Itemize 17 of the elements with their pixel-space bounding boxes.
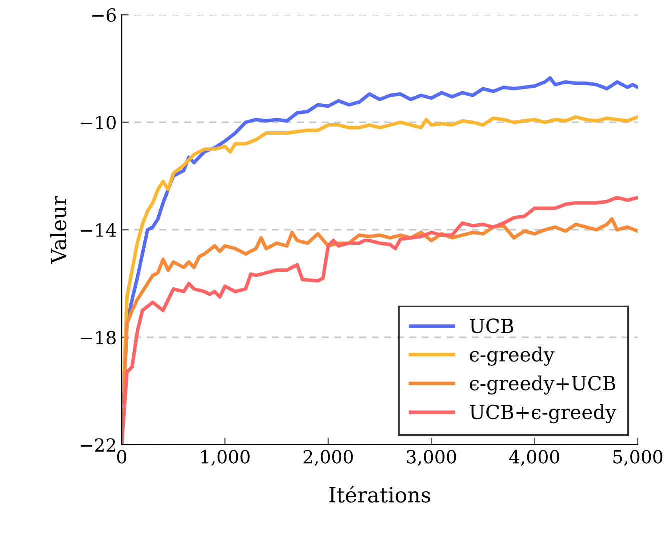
- legend-label: ϵ-greedy+UCB: [470, 376, 616, 395]
- x-tick-label: 1,000: [202, 450, 250, 466]
- y-tick-label: −18: [80, 330, 116, 345]
- y-tick-label: −22: [80, 438, 116, 452]
- y-tick-label: −14: [80, 223, 116, 237]
- x-tick-label: 4,000: [510, 450, 560, 466]
- y-tick-label: −10: [80, 116, 116, 130]
- x-tick-label: 3,000: [407, 450, 456, 466]
- x-axis-title: Itérations: [330, 486, 430, 503]
- legend-label: UCB: [470, 318, 514, 334]
- y-axis-title: Valeur: [50, 196, 67, 264]
- legend-label: UCB+ϵ-greedy: [470, 404, 617, 424]
- x-tick-label: 2,000: [304, 450, 354, 466]
- legend-label: ϵ-greedy: [470, 346, 555, 366]
- y-tick-label: −6: [92, 8, 116, 22]
- x-tick-label: 5,000: [614, 450, 663, 466]
- x-tick-label: 0: [117, 450, 127, 464]
